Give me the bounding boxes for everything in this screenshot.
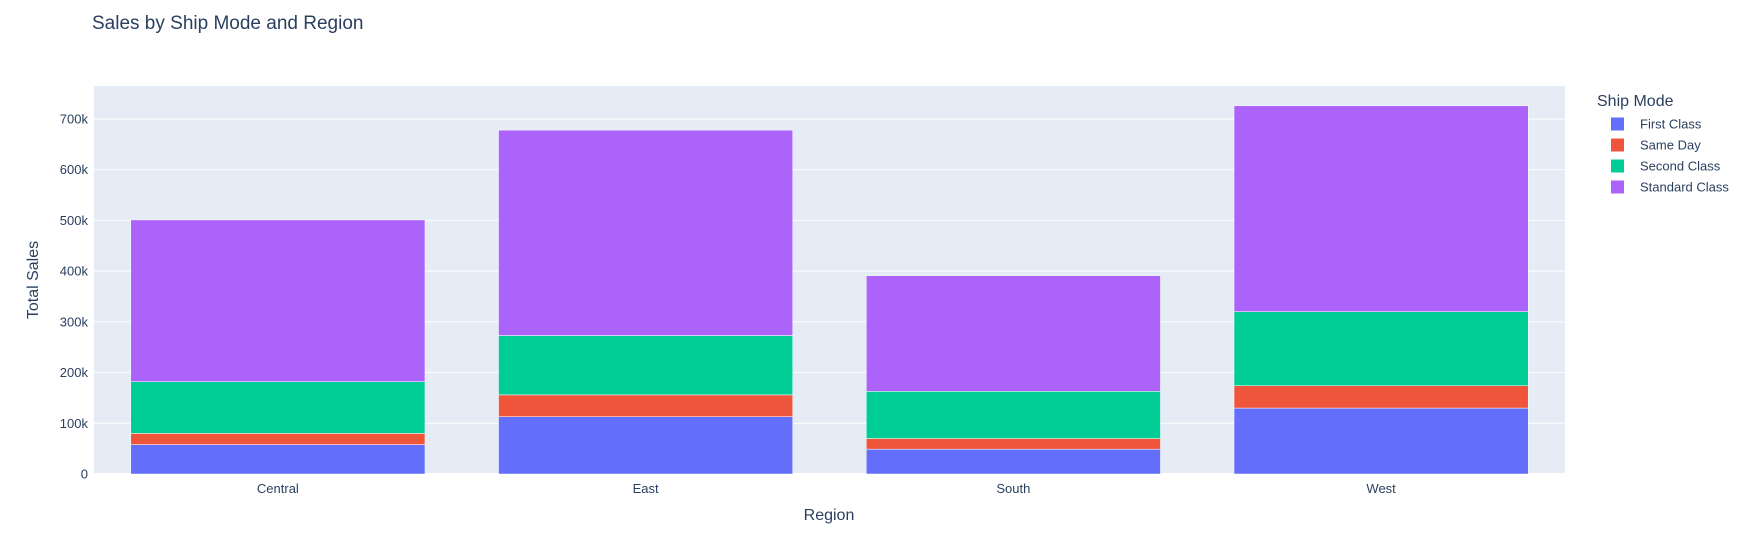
bar-segment-first-class: East — First Class: 113000 [498, 416, 793, 475]
bar-segment-second-class: East — Second Class: 117000 [498, 335, 793, 396]
bar-segment-second-class: West — Second Class: 146000 [1233, 311, 1529, 386]
bar-segment-second-class: Central — Second Class: 102000 [130, 381, 426, 434]
x-tick-label: East [633, 481, 659, 496]
bar-segment-first-class: West — First Class: 130000 [1233, 407, 1529, 475]
y-tick-label: 100k [60, 416, 89, 431]
legend-swatch [1611, 180, 1624, 194]
x-axis-title: Region [804, 507, 855, 524]
x-tick-label: West [1366, 481, 1396, 496]
y-tick-label: 400k [60, 264, 89, 279]
bars: Central — First Class: 58000Central — Sa… [130, 105, 1529, 475]
bar-segment-standard-class: West — Standard Class: 406000 [1233, 105, 1529, 312]
bar-segment-first-class: Central — First Class: 58000 [130, 444, 426, 475]
legend-title: Ship Mode [1597, 93, 1674, 110]
bar-segment-standard-class: East — Standard Class: 405000 [498, 129, 793, 336]
legend-label: Same Day [1640, 138, 1701, 153]
bar-segment-same-day: Central — Same Day: 22000 [130, 433, 426, 445]
legend-swatch [1611, 117, 1624, 131]
bar-segment-standard-class: South — Standard Class: 228000 [866, 275, 1161, 392]
y-tick-label: 0 [81, 467, 88, 482]
legend-label: Second Class [1640, 159, 1721, 174]
y-axis-ticks: 0 100k 200k 300k 400k 500k 600k 700k [60, 111, 89, 481]
legend-items: First Class Same Day Second Class Standard … [1611, 117, 1729, 195]
y-tick-label: 500k [60, 213, 89, 228]
legend-label: First Class [1640, 117, 1702, 132]
legend-swatch [1611, 159, 1624, 173]
bar-segment-same-day: East — Same Day: 43000 [498, 394, 793, 417]
legend-swatch [1611, 138, 1624, 152]
bar-segment-second-class: South — Second Class: 93000 [866, 391, 1161, 439]
legend-label: Standard Class [1640, 180, 1729, 195]
y-tick-label: 200k [60, 365, 89, 380]
bar-segment-same-day: South — Same Day: 21000 [866, 438, 1161, 450]
x-axis-ticks: Central East South West [257, 481, 1396, 496]
bar-segment-first-class: South — First Class: 49000 [866, 448, 1161, 475]
x-tick-label: Central [257, 481, 299, 496]
x-tick-label: South [996, 481, 1030, 496]
y-tick-label: 600k [60, 162, 89, 177]
y-tick-label: 300k [60, 314, 89, 329]
y-tick-label: 700k [60, 111, 89, 126]
legend: Ship Mode First Class Same Day Second Clas… [1597, 93, 1729, 195]
bar-segment-standard-class: Central — Standard Class: 319000 [130, 219, 426, 382]
bar-segment-same-day: West — Same Day: 44000 [1233, 385, 1529, 409]
chart-title: Sales by Ship Mode and Region [92, 13, 363, 34]
y-axis-title: Total Sales [25, 241, 42, 319]
